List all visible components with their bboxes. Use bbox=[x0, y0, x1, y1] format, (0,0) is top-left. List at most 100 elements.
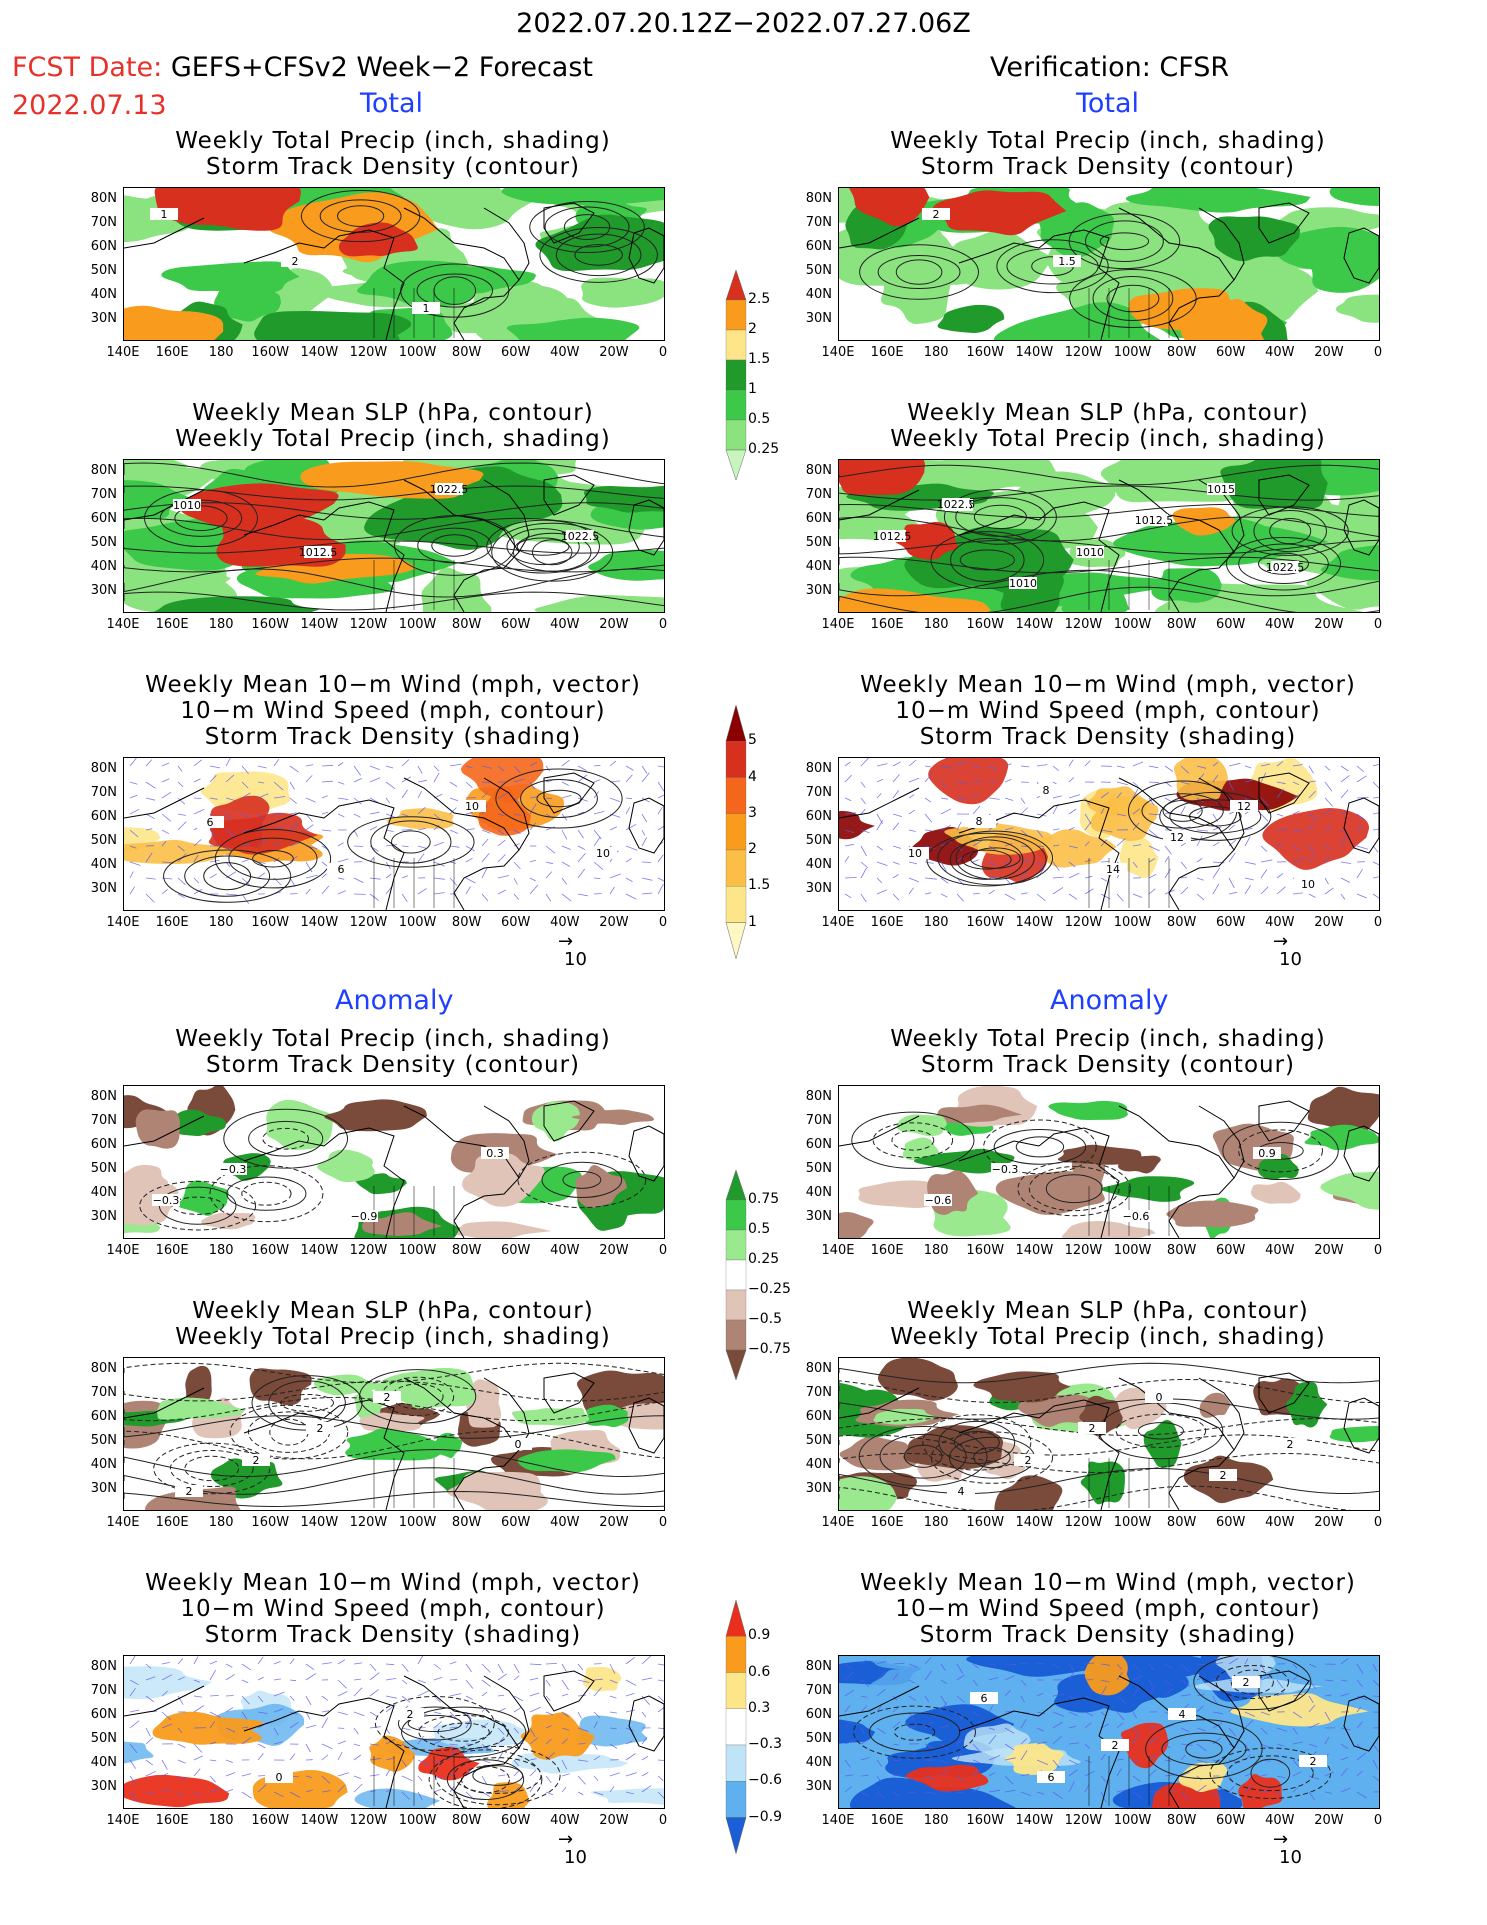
wind-vector bbox=[988, 1789, 1000, 1793]
colorbar-cap-top bbox=[725, 1600, 747, 1637]
wind-vector bbox=[1020, 870, 1028, 879]
wind-vector bbox=[129, 1759, 137, 1769]
lat-label: 30N bbox=[90, 881, 117, 896]
wind-vector bbox=[369, 1672, 380, 1681]
wind-vector bbox=[1004, 1743, 1015, 1751]
wind-vector bbox=[577, 765, 587, 771]
wind-vector bbox=[1356, 1663, 1364, 1675]
wind-vector bbox=[1308, 893, 1316, 898]
wind-vector bbox=[129, 871, 134, 879]
contour-label: 0 bbox=[276, 1771, 283, 1784]
wind-vector bbox=[353, 797, 362, 805]
shading-region bbox=[185, 1365, 212, 1407]
wind-vector bbox=[225, 845, 232, 852]
wind-vector bbox=[577, 893, 588, 897]
contour-line bbox=[1068, 213, 1181, 270]
contour-label-bg bbox=[242, 1454, 270, 1466]
wind-vector bbox=[337, 1751, 343, 1761]
shading-region bbox=[124, 1666, 213, 1700]
contour-line bbox=[1028, 1166, 1120, 1212]
wind-vector bbox=[417, 806, 426, 815]
wind-vector bbox=[641, 797, 650, 803]
wind-vector bbox=[465, 812, 473, 815]
wind-vector bbox=[305, 1775, 313, 1779]
coastline bbox=[543, 1372, 595, 1414]
wind-vector bbox=[625, 774, 633, 783]
lat-label: 30N bbox=[805, 1779, 832, 1794]
map-svg: −0.3−0.90.3−0.3 bbox=[124, 1086, 664, 1238]
wind-vector bbox=[609, 826, 618, 831]
wind-vector bbox=[1372, 845, 1379, 853]
wind-vector bbox=[401, 1791, 410, 1800]
map-svg: 121 bbox=[124, 188, 664, 340]
wind-vector bbox=[177, 845, 185, 852]
wind-vector bbox=[625, 893, 637, 900]
lon-label: 140W bbox=[1015, 1515, 1054, 1530]
shading-region bbox=[873, 1408, 938, 1425]
wind-vector bbox=[1164, 855, 1170, 863]
wind-vector bbox=[257, 781, 265, 784]
wind-vector bbox=[593, 893, 602, 895]
wind-vector bbox=[417, 779, 427, 783]
wind-vector bbox=[497, 1694, 505, 1697]
wind-vector bbox=[337, 1679, 347, 1689]
lon-label: 0 bbox=[1373, 1515, 1383, 1530]
coastline bbox=[1038, 1697, 1120, 1808]
wind-vector bbox=[1148, 1754, 1157, 1761]
lon-label: 80W bbox=[1166, 617, 1197, 632]
wind-vector bbox=[1036, 868, 1045, 879]
wind-vector bbox=[956, 1775, 965, 1782]
lat-label: 50N bbox=[805, 833, 832, 848]
wind-vector bbox=[529, 884, 539, 895]
contour-line bbox=[374, 1695, 495, 1751]
contour-line bbox=[252, 849, 294, 868]
wind-vector bbox=[956, 1752, 962, 1761]
wind-vector bbox=[193, 797, 202, 799]
wind-vector bbox=[1308, 1704, 1316, 1713]
wind-vector bbox=[625, 1772, 637, 1777]
lon-label: 80W bbox=[451, 915, 482, 930]
wind-vector bbox=[1340, 1768, 1348, 1777]
wind-vector bbox=[1276, 1791, 1283, 1798]
wind-vector bbox=[844, 1721, 851, 1729]
wind-vector bbox=[497, 1663, 504, 1674]
shading-region bbox=[1257, 1153, 1299, 1180]
lon-label: 60W bbox=[1216, 1813, 1246, 1828]
contour-label: 1010 bbox=[1076, 546, 1104, 559]
shading-region bbox=[1166, 1200, 1259, 1228]
wind-vector bbox=[1036, 893, 1046, 902]
wind-vector bbox=[625, 1692, 635, 1697]
shading-region bbox=[210, 795, 270, 849]
wind-vector bbox=[860, 1727, 865, 1734]
wind-vector bbox=[1084, 1759, 1092, 1764]
wind-vector bbox=[433, 1676, 443, 1681]
wind-vector bbox=[225, 774, 235, 783]
wind-vector bbox=[1004, 1789, 1016, 1793]
wind-vector bbox=[657, 1727, 664, 1730]
wind-vector bbox=[972, 893, 980, 895]
wind-vector bbox=[513, 765, 521, 774]
wind-vector bbox=[337, 797, 349, 800]
colorbar-label: 0.5 bbox=[748, 411, 771, 427]
wind-vector bbox=[1340, 775, 1350, 783]
wind-vector bbox=[417, 765, 423, 774]
wind-vector bbox=[1068, 759, 1074, 767]
contour-line bbox=[891, 1129, 935, 1151]
wind-vector bbox=[369, 777, 381, 783]
wind-vector bbox=[545, 845, 556, 854]
lon-label: 160E bbox=[155, 1813, 189, 1828]
wind-vector bbox=[1100, 1679, 1110, 1683]
shading-region bbox=[201, 1212, 256, 1230]
shading-region bbox=[839, 1719, 876, 1744]
wind-vector bbox=[1324, 877, 1329, 885]
lon-label: 140W bbox=[300, 1813, 339, 1828]
wind-vector bbox=[988, 1705, 994, 1713]
wind-vector bbox=[369, 893, 379, 901]
wind-vector bbox=[1340, 877, 1350, 883]
shading-region bbox=[317, 1149, 375, 1183]
wind-vector bbox=[577, 868, 586, 879]
wind-vector bbox=[1036, 1741, 1048, 1745]
wind-vector bbox=[609, 1772, 620, 1777]
wind-vector bbox=[1324, 856, 1330, 863]
wind-vector bbox=[529, 1758, 537, 1761]
